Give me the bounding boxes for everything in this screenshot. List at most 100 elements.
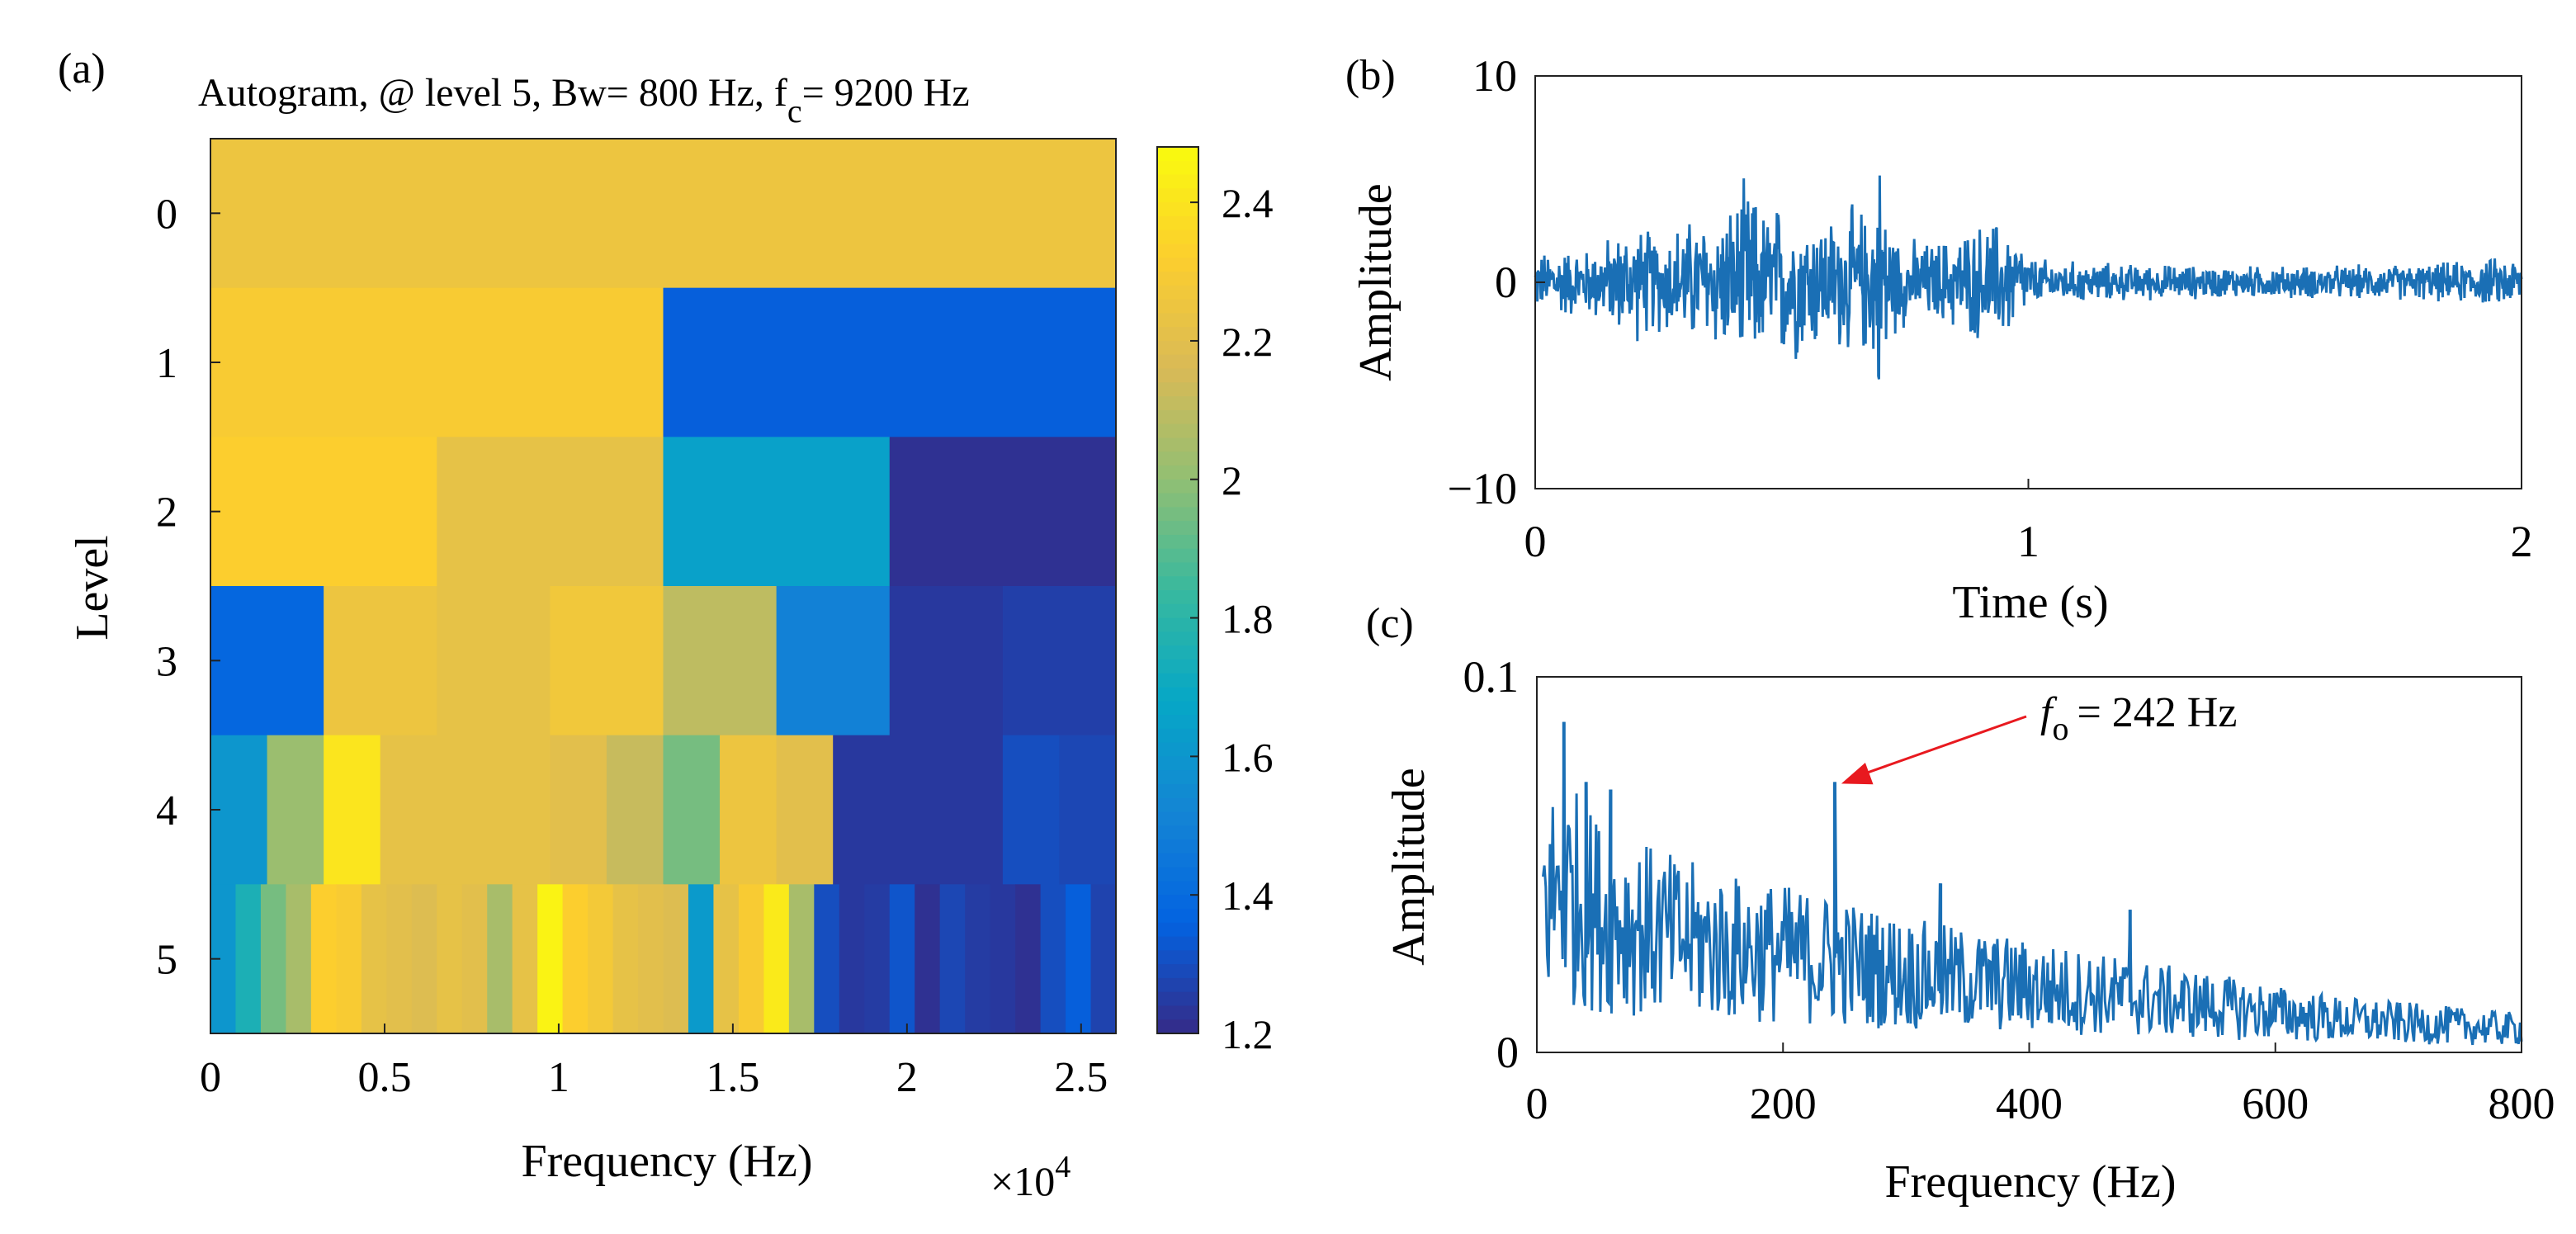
colorbar-segment [1157, 243, 1198, 258]
colorbar-segment [1157, 811, 1198, 826]
spectrum-trace [1542, 721, 2523, 1046]
colorbar-segment [1157, 299, 1198, 314]
panel-c-xlabel: Frequency (Hz) [1885, 1156, 2177, 1208]
heatmap-x-tick-label: 0.5 [357, 1054, 411, 1101]
heatmap-cell [461, 884, 488, 1034]
colorbar-segment [1157, 908, 1198, 924]
heatmap-cell [537, 884, 564, 1034]
colorbar-segment [1157, 202, 1198, 217]
heatmap-x-tick-label: 1 [548, 1054, 570, 1101]
colorbar-segment [1157, 423, 1198, 439]
spectrum-x-tick-label: 400 [1996, 1079, 2063, 1128]
spectrum-x-tick-label: 200 [1750, 1079, 1817, 1128]
colorbar-segment [1157, 368, 1198, 383]
colorbar-segment [1157, 950, 1198, 965]
colorbar-segment [1157, 687, 1198, 702]
heatmap-cell [324, 735, 381, 885]
heatmap-y-tick-label: 4 [156, 787, 177, 834]
heatmap-cell [361, 884, 387, 1034]
heatmap-cell [889, 586, 1004, 736]
heatmap-cell [1090, 884, 1117, 1034]
heatmap-x-tick-label: 1.5 [706, 1054, 759, 1101]
heatmap-x-tick-label: 0 [200, 1054, 221, 1101]
spectrum-x-tick-label: 600 [2242, 1079, 2309, 1128]
panel-c: (c) 0 200 400 600 800 0 0.1 Frequency (Hz) Amp… [1366, 600, 2555, 1208]
colorbar-segment [1157, 493, 1198, 508]
colorbar-segment [1157, 258, 1198, 272]
colorbar-segment [1157, 147, 1198, 162]
colorbar-segment [1157, 174, 1198, 189]
colorbar-segment [1157, 548, 1198, 564]
panel-a-x-multiplier: ×104 [990, 1150, 1071, 1204]
heatmap-cell [386, 884, 413, 1034]
spectrum-plot: 0 200 400 600 800 0 0.1 [1463, 652, 2555, 1128]
heatmap-cell [612, 884, 639, 1034]
panel-a-x-multiplier-base: ×10 [990, 1158, 1055, 1204]
heatmap-cell [550, 735, 607, 885]
spectrum-y-tick-label: 0 [1496, 1028, 1519, 1077]
signal-x-tick-label: 2 [2511, 517, 2533, 566]
heatmap-cell [1002, 735, 1061, 885]
heatmap-cell [788, 884, 815, 1034]
colorbar-segment [1157, 853, 1198, 868]
annotation-arrow [1841, 715, 2027, 785]
colorbar-segment [1157, 603, 1198, 619]
heatmap-cell [1015, 884, 1042, 1034]
heatmap-cell [380, 735, 437, 885]
spectrum-y-tick-label: 0.1 [1463, 652, 1520, 702]
colorbar-segment [1157, 534, 1198, 550]
colorbar-segment [1157, 742, 1198, 757]
annotation-arrow-line [1859, 715, 2027, 777]
colorbar-segment [1157, 396, 1198, 411]
colorbar-segment [1157, 631, 1198, 646]
heatmap-cell [889, 437, 1117, 587]
heatmap-cell [512, 884, 538, 1034]
colorbar-segment [1157, 936, 1198, 951]
heatmap-cell [210, 437, 437, 587]
annotation-subscript: o [2052, 710, 2068, 747]
annotation-text: = 242 Hz [2077, 689, 2237, 736]
heatmap-y-tick-label: 0 [156, 191, 177, 238]
colorbar-segment [1157, 964, 1198, 979]
panel-a-title-tail: = 9200 Hz [802, 71, 970, 115]
heatmap-cell [210, 586, 324, 736]
heatmap-cell [1040, 884, 1066, 1034]
colorbar-segment [1157, 673, 1198, 688]
heatmap-y-tick-label: 5 [156, 937, 177, 984]
heatmap-cell [411, 884, 437, 1034]
panel-a-title: Autogram, @ level 5, Bw= 800 Hz, fc= 920… [198, 71, 970, 130]
heatmap-cell [864, 884, 891, 1034]
heatmap-cell [493, 735, 551, 885]
colorbar-tick-label: 2 [1222, 457, 1242, 504]
heatmap-cell [606, 735, 664, 885]
colorbar-segment [1157, 922, 1198, 938]
heatmap-axes: 0 0.5 1 1.5 2 2.5 0 1 2 3 4 5 [156, 138, 1117, 1101]
heatmap-cell [437, 735, 494, 885]
panel-a-label: (a) [58, 45, 106, 92]
heatmap-cell [562, 884, 588, 1034]
panel-a-xlabel: Frequency (Hz) [522, 1136, 813, 1187]
heatmap-cell [324, 586, 437, 736]
signal-trace [1534, 175, 2523, 380]
colorbar: 1.2 1.4 1.6 1.8 2 2.2 2.4 [1156, 146, 1274, 1057]
heatmap-cell [990, 884, 1016, 1034]
panel-a-x-multiplier-exp: 4 [1055, 1150, 1071, 1184]
colorbar-segment [1157, 895, 1198, 910]
colorbar-segment [1157, 479, 1198, 494]
colorbar-segment [1157, 701, 1198, 716]
heatmap-cell [336, 884, 362, 1034]
heatmap-cell [713, 884, 740, 1034]
heatmap-x-tick-label: 2.5 [1054, 1054, 1108, 1101]
heatmap-cell [550, 586, 664, 736]
heatmap-cell [688, 884, 715, 1034]
colorbar-segment [1157, 881, 1198, 896]
colorbar-tick-label: 2.2 [1222, 319, 1274, 365]
heatmap-cell [763, 884, 790, 1034]
heatmap-cell [776, 735, 834, 885]
colorbar-segment [1157, 728, 1198, 744]
colorbar-segment [1157, 382, 1198, 397]
fault-frequency-annotation: fo = 242 Hz [2040, 689, 2237, 747]
